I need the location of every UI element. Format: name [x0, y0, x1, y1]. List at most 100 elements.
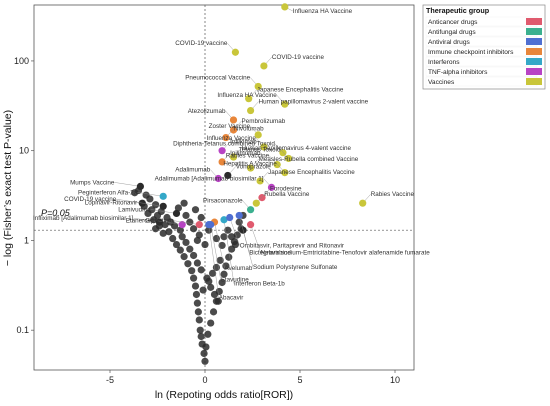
- data-point: [204, 330, 212, 338]
- point-label: Influenza HA Vaccine: [293, 8, 353, 15]
- legend-label: Immune checkpoint inhibitors: [428, 49, 514, 56]
- labeled-data-point: [229, 126, 238, 134]
- labeled-data-point: [247, 221, 255, 229]
- labeled-data-point: [224, 171, 232, 180]
- data-point: [209, 308, 218, 316]
- labeled-data-point: [214, 174, 222, 183]
- y-tick-label: 0.1: [16, 325, 29, 335]
- labeled-data-point: [247, 206, 255, 214]
- data-point: [207, 283, 215, 291]
- point-label: Sodium Polystyrene Sulfonate: [253, 264, 338, 271]
- data-point: [192, 290, 201, 299]
- y-tick-label: 10: [19, 146, 29, 156]
- point-label: COVID-19 vaccine: [272, 54, 325, 61]
- legend-entries: Anticancer drugs Antifungal drugs Antivira…: [425, 16, 542, 87]
- labeled-data-point: [218, 158, 226, 166]
- data-point: [144, 209, 152, 218]
- data-point: [193, 259, 201, 267]
- point-label: Stavudine: [221, 277, 250, 284]
- plot-area: [33, 4, 415, 371]
- point-label: COVID-19 vaccine: [64, 196, 117, 203]
- data-point: [182, 238, 190, 247]
- labeled-data-point: [159, 202, 167, 210]
- point-label: Infliximab: [230, 139, 257, 146]
- data-point: [205, 226, 213, 234]
- data-point: [195, 316, 203, 324]
- labeled-data-point: [222, 133, 230, 142]
- data-point: [172, 240, 181, 249]
- point-label: Hepatitis A Vaccine: [223, 161, 277, 168]
- leader-line: [156, 220, 183, 225]
- point-label: Rabies Vaccine: [371, 191, 415, 198]
- data-point: [180, 199, 188, 207]
- legend-swatch: [526, 78, 542, 85]
- labeled-data-point: [245, 95, 253, 103]
- point-label: Influenza HA Vaccine: [217, 92, 277, 99]
- data-point: [186, 245, 194, 253]
- point-label: Etanercept: [126, 218, 157, 225]
- data-point: [220, 270, 228, 278]
- point-label: COVID-19 vaccine: [175, 40, 228, 47]
- point-label: Ombitasvir, Paritaprevir and Ritonavir: [240, 243, 344, 250]
- legend-swatch: [526, 58, 542, 65]
- labeled-data-point: [252, 199, 260, 207]
- point-label: Adalimumab: [175, 166, 210, 173]
- data-point: [200, 349, 208, 358]
- labeled-data-point: [218, 147, 226, 155]
- labeled-data-point: [235, 211, 243, 220]
- labeled-data-point: [247, 164, 255, 172]
- plot-layer: -5 0 5 10 0.1 1 10 100 Influenza HA Vaccine COVID…: [14, 3, 430, 385]
- point-label: Human papillomavirus 2-valent vaccine: [259, 99, 369, 106]
- point-label: Japanese Encephalitis Vaccine: [268, 169, 355, 176]
- data-point: [152, 201, 160, 209]
- data-point: [193, 299, 201, 307]
- data-point: [182, 211, 190, 220]
- labeled-data-point: [359, 199, 367, 207]
- leader-line: [208, 224, 219, 298]
- data-point: [190, 251, 198, 260]
- point-label: Nivolumab: [234, 126, 264, 133]
- y-tick-label: 1: [24, 235, 29, 245]
- point-label: Infliximab [Adalimumab biosimilar 1]: [33, 215, 134, 222]
- data-point: [191, 282, 200, 290]
- leader-line: [114, 182, 141, 187]
- leader-line: [229, 217, 240, 246]
- leader-line: [137, 192, 164, 197]
- x-tick-label: -5: [106, 375, 114, 385]
- labeled-data-point: [254, 82, 262, 91]
- data-point: [184, 260, 192, 268]
- leader-line: [133, 217, 160, 223]
- point-label: Pirsaconazole: [203, 198, 243, 205]
- point-label: Gilteritinib: [145, 218, 173, 225]
- point-label: Japanese Encephalitis Vaccine: [257, 87, 344, 94]
- point-label: Measles-Rubella combined Vaccine: [259, 156, 359, 163]
- y-axis-title: − log (Fisher’s exact test P-value): [2, 110, 14, 266]
- data-point: [218, 241, 226, 250]
- legend-swatch: [526, 68, 542, 75]
- point-label: Pembrolizumab: [242, 118, 286, 125]
- point-label: Pneumococcal Vaccine: [185, 74, 250, 81]
- data-point: [178, 233, 186, 241]
- legend-swatch: [526, 18, 542, 25]
- y-tick-label: 100: [14, 56, 29, 66]
- x-tick-label: 5: [297, 375, 302, 385]
- point-label: Diphtheria-Tetanus combined Toxoid: [173, 141, 275, 148]
- data-point: [180, 253, 188, 261]
- data-point: [176, 246, 184, 254]
- data-point: [205, 277, 213, 285]
- labeled-data-point: [285, 154, 293, 163]
- data-point: [207, 319, 215, 327]
- data-point: [195, 231, 203, 239]
- point-label: Influenza Vaccine: [207, 135, 257, 142]
- point-label: Vonoprazole: [236, 163, 272, 170]
- point-label: Rubella Vaccine: [264, 191, 310, 198]
- labeled-data-point: [226, 213, 234, 222]
- labeled-data-point: [258, 194, 266, 202]
- labeled-data-point: [205, 221, 213, 229]
- data-point: [197, 213, 205, 222]
- data-point: [190, 225, 198, 233]
- point-label: Forodesine: [270, 186, 302, 193]
- point-label: Atezolizumab: [188, 108, 226, 115]
- legend-swatch: [526, 48, 542, 55]
